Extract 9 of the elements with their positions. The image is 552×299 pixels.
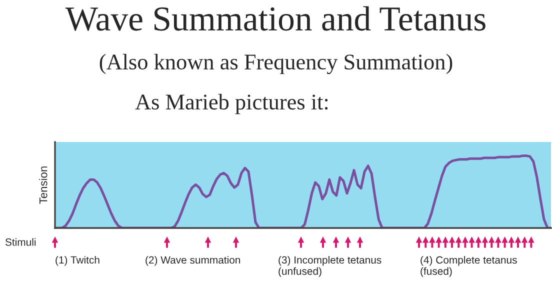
text: As Marieb pictures it: — [135, 94, 328, 114]
text: (4) Complete tetanus (fused) — [420, 256, 517, 277]
text: (2) Wave summation — [146, 256, 240, 266]
text: (3) Incomplete tetanus (unfused) — [278, 256, 382, 277]
chart-title: Wave Summation and Tetanus — [65, 6, 486, 31]
text: Stimuli — [5, 238, 36, 246]
text: (1) Twitch — [56, 256, 100, 266]
chart-subtitle: (Also known as Frequency Summation) — [100, 54, 452, 74]
y-axis-title: Tension — [39, 166, 48, 204]
